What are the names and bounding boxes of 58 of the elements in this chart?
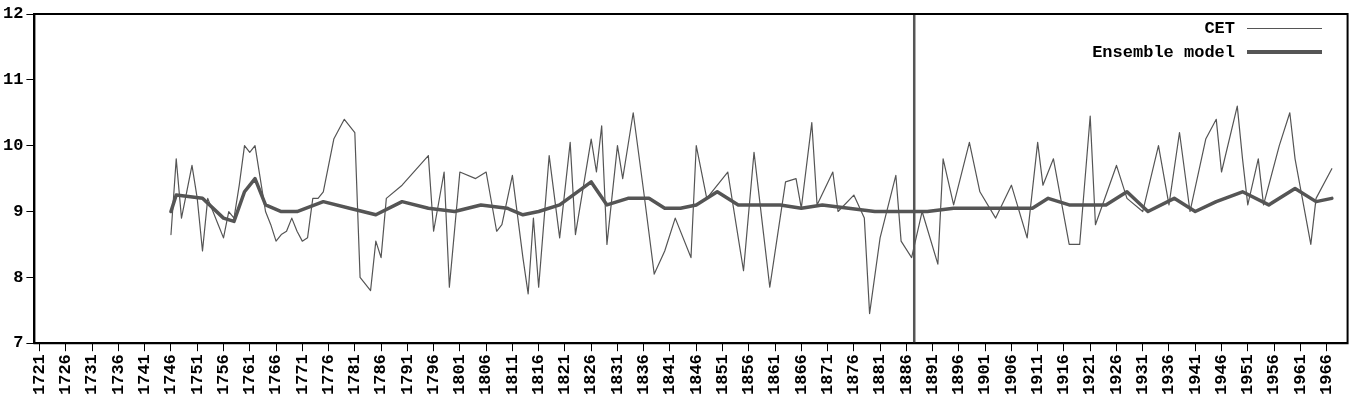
- x-tick-label: 1851: [712, 354, 732, 396]
- x-tick-label: 1751: [187, 354, 207, 396]
- x-tick-label: 1886: [896, 354, 916, 396]
- x-tick-label: 1951: [1238, 354, 1258, 396]
- y-tick-label: 9: [13, 201, 24, 221]
- x-tick-label: 1766: [266, 354, 286, 396]
- x-tick-label: 1731: [82, 354, 102, 396]
- y-tick-label: 7: [13, 333, 24, 353]
- x-tick-label: 1786: [371, 354, 391, 396]
- x-tick-label: 1791: [397, 354, 417, 396]
- x-tick-label: 1821: [555, 354, 575, 396]
- x-tick-label: 1901: [975, 354, 995, 396]
- x-tick-label: 1856: [739, 354, 759, 396]
- y-tick-label: 10: [3, 135, 24, 155]
- x-tick-label: 1881: [870, 354, 890, 396]
- legend-label: CET: [1204, 18, 1235, 38]
- x-tick-label: 1911: [1027, 354, 1047, 396]
- x-tick-label: 1916: [1054, 354, 1074, 396]
- x-tick-label: 1776: [318, 354, 338, 396]
- x-tick-label: 1801: [450, 354, 470, 396]
- x-tick-label: 1736: [108, 354, 128, 396]
- x-tick-label: 1811: [502, 354, 522, 396]
- x-tick-label: 1836: [634, 354, 653, 396]
- x-tick-label: 1726: [56, 354, 76, 396]
- x-tick-label: 1941: [1185, 354, 1205, 396]
- x-tick-label: 1846: [686, 354, 706, 396]
- x-tick-label: 1926: [1106, 354, 1126, 396]
- x-tick-label: 1896: [949, 354, 969, 396]
- x-tick-label: 1816: [528, 354, 548, 396]
- x-tick-label: 1781: [345, 354, 365, 396]
- legend-label: Ensemble model: [1092, 42, 1235, 62]
- x-tick-label: 1826: [581, 354, 601, 396]
- y-tick-label: 8: [13, 267, 24, 287]
- x-tick-label: 1721: [29, 354, 49, 396]
- x-tick-label: 1876: [844, 354, 864, 396]
- x-tick-label: 1746: [161, 354, 181, 396]
- x-tick-label: 1806: [476, 354, 496, 396]
- x-tick-label: 1921: [1080, 354, 1100, 396]
- x-tick-label: 1961: [1290, 354, 1310, 396]
- x-tick-label: 1956: [1264, 354, 1284, 396]
- x-tick-label: 1871: [817, 354, 837, 396]
- x-tick-label: 1946: [1211, 354, 1231, 396]
- x-tick-label: 1866: [791, 354, 811, 396]
- y-tick-label: 12: [3, 4, 24, 24]
- x-tick-label: 1931: [1133, 354, 1152, 396]
- x-tick-label: 1831: [607, 354, 627, 396]
- y-tick-label: 11: [3, 70, 24, 90]
- x-tick-label: 1761: [240, 354, 260, 396]
- x-tick-label: 1936: [1159, 354, 1179, 396]
- x-tick-label: 1771: [292, 354, 312, 396]
- x-tick-label: 1796: [423, 354, 443, 396]
- x-tick-label: 1841: [660, 354, 680, 396]
- x-tick-label: 1741: [134, 354, 154, 396]
- x-tick-label: 1966: [1316, 354, 1336, 396]
- x-tick-label: 1891: [922, 354, 942, 396]
- x-tick-label: 1906: [1001, 354, 1021, 396]
- x-tick-label: 1756: [213, 354, 233, 396]
- x-tick-label: 1861: [765, 354, 785, 396]
